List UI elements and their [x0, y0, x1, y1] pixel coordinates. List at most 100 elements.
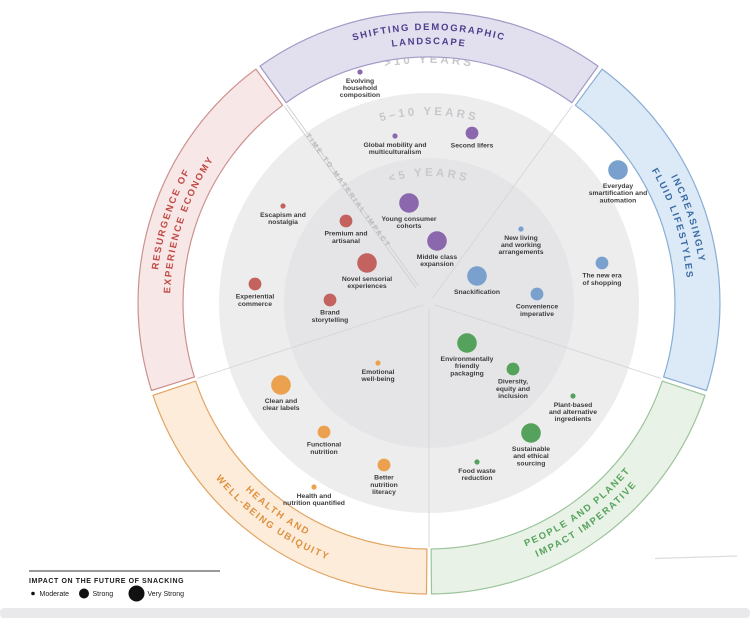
- trend-dot: [465, 126, 479, 140]
- increasingly-fluid-lifestyles-band: [574, 68, 721, 392]
- trend-dot: [506, 362, 520, 376]
- trend-label: Snackification: [454, 289, 500, 296]
- trend-label: Experiential commerce: [236, 294, 275, 308]
- trend-premium-and-artisanal: Premium and artisanal: [324, 214, 368, 245]
- trend-dot: [280, 203, 286, 209]
- trend-dot: [457, 333, 477, 353]
- stray-line: [654, 555, 738, 560]
- trend-label: Evolving household composition: [340, 78, 380, 99]
- trend-label: Plant-based and alternative ingredients: [549, 402, 597, 423]
- trend-dot: [339, 214, 353, 228]
- trend-emotional-well-being: Emotional well-being: [360, 360, 395, 383]
- trend-label: Clean and clear labels: [262, 398, 299, 412]
- trend-dot: [392, 133, 398, 139]
- legend-label-strong: Strong: [93, 591, 114, 598]
- trend-new-living-and-working-arrangements: New living and working arrangements: [499, 226, 544, 256]
- trend-young-consumer-cohorts: Young consumer cohorts: [381, 193, 437, 230]
- trend-dot: [467, 266, 487, 286]
- trend-label: Convenience imperative: [516, 304, 559, 318]
- trend-label: Emotional well-being: [360, 369, 394, 383]
- trend-plant-based-and-alternative-ingredients: Plant-based and alternative ingredients: [549, 393, 597, 423]
- trend-label: New living and working arrangements: [499, 235, 544, 256]
- trend-evolving-household-composition: Evolving household composition: [340, 69, 380, 99]
- legend-label-moderate: Moderate: [40, 591, 70, 598]
- trend-dot: [595, 256, 609, 270]
- trend-snackification: Snackification: [454, 266, 500, 296]
- trend-dot: [357, 69, 363, 75]
- divider-line: [432, 105, 573, 299]
- resurgence-of-experience-economy-band: [137, 68, 284, 392]
- trend-label: Escapism and nostalgia: [260, 212, 306, 226]
- legend-label-very-strong: Very Strong: [148, 591, 185, 598]
- legend-dot-very-strong: [128, 585, 145, 602]
- divider-line: [196, 304, 424, 379]
- trend-dot: [399, 193, 419, 213]
- trend-label: The new era of shopping: [582, 273, 622, 287]
- trend-dot: [271, 375, 291, 395]
- trend-food-waste-reduction: Food waste reduction: [458, 459, 496, 482]
- trend-label: Sustainable and ethical sourcing: [512, 446, 550, 467]
- trend-escapism-and-nostalgia: Escapism and nostalgia: [260, 203, 306, 226]
- trend-dot: [521, 423, 541, 443]
- trend-dot: [570, 393, 576, 399]
- trend-clean-and-clear-labels: Clean and clear labels: [262, 375, 300, 412]
- trend-label: Functional nutrition: [307, 442, 341, 456]
- trend-label: Premium and artisanal: [324, 231, 367, 245]
- trend-label: Food waste reduction: [458, 468, 496, 482]
- ring-under-5-years: [284, 158, 574, 448]
- trend-brand-storytelling: Brand storytelling: [312, 293, 349, 324]
- trend-label: Environmentally friendly packaging: [441, 356, 494, 377]
- trend-label: Global mobility and multiculturalism: [363, 142, 426, 156]
- legend-title: IMPACT ON THE FUTURE OF SNACKING: [29, 578, 184, 585]
- health-and-well-being-ubiquity-band: [152, 380, 428, 595]
- segment-title-shifting-demographic-2: LANDSCAPE: [391, 36, 467, 50]
- legend-dot-moderate: [31, 591, 35, 596]
- trend-dot: [248, 277, 262, 291]
- trend-label: Novel sensorial experiences: [342, 276, 392, 290]
- time-axis-rail: [284, 106, 417, 288]
- trend-dot: [474, 459, 480, 465]
- trend-dot: [357, 253, 377, 273]
- trend-dot: [530, 287, 544, 301]
- trend-bubbles: Evolving household composition Global mobil…: [236, 69, 648, 507]
- trend-dot: [608, 160, 628, 180]
- trend-dot: [317, 425, 331, 439]
- trend-convenience-imperative: Convenience imperative: [516, 287, 559, 318]
- trend-label: Second lifers: [451, 143, 494, 150]
- trend-label: Everyday smartification and automation: [589, 183, 648, 204]
- trend-label: Middle class expansion: [417, 254, 458, 268]
- trend-the-new-era-of-shopping: The new era of shopping: [582, 256, 622, 287]
- trend-functional-nutrition: Functional nutrition: [307, 425, 341, 456]
- people-and-planet-impact-imperative-band: [430, 380, 706, 595]
- segment-dividers: [196, 104, 662, 547]
- trend-label: Brand storytelling: [312, 310, 349, 324]
- trend-better-nutrition-literacy: Better nutrition literacy: [370, 458, 398, 496]
- trend-health-and-nutrition-quantified: Health and nutrition quantified: [283, 484, 345, 507]
- trend-environmentally-friendly-packaging: Environmentally friendly packaging: [441, 333, 494, 377]
- time-axis-rail: [286, 104, 419, 287]
- trend-label: Diversity, equity and inclusion: [496, 379, 530, 400]
- impact-legend: IMPACT ON THE FUTURE OF SNACKING Moderat…: [29, 570, 220, 602]
- trend-dot: [375, 360, 381, 366]
- trend-everyday-smartification-and-automation: Everyday smartification and automation: [589, 160, 648, 204]
- shifting-demographic-landscape-band: [259, 11, 599, 104]
- legend-dot-strong: [79, 588, 89, 599]
- trend-dot: [518, 226, 524, 232]
- trend-experiential-commerce: Experiential commerce: [236, 277, 275, 308]
- trend-label: Young consumer cohorts: [381, 216, 436, 230]
- segment-bands: [137, 11, 721, 595]
- trend-novel-sensorial-experiences: Novel sensorial experiences: [342, 253, 392, 290]
- trend-label: Better nutrition literacy: [370, 475, 398, 496]
- segment-title-text: LANDSCAPE: [391, 36, 466, 50]
- trend-dot: [377, 458, 391, 472]
- trend-second-lifers: Second lifers: [451, 126, 494, 150]
- trend-dot: [323, 293, 337, 307]
- trend-middle-class-expansion: Middle class expansion: [417, 231, 458, 268]
- trend-dot: [311, 484, 317, 490]
- trend-label: Health and nutrition quantified: [283, 493, 345, 507]
- trend-diversity-equity-and-inclusion: Diversity, equity and inclusion: [496, 362, 530, 400]
- divider-line: [434, 304, 662, 379]
- trend-global-mobility-and-multiculturalism: Global mobility and multiculturalism: [363, 133, 427, 156]
